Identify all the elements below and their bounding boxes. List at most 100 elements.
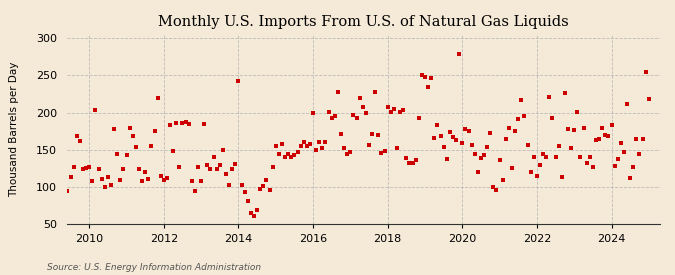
Point xyxy=(283,152,294,156)
Point xyxy=(420,75,431,79)
Point xyxy=(205,166,216,171)
Point xyxy=(221,172,232,176)
Point xyxy=(105,183,116,187)
Point xyxy=(128,134,138,138)
Point xyxy=(513,116,524,121)
Point xyxy=(258,184,269,189)
Point xyxy=(93,166,104,171)
Point xyxy=(367,131,377,136)
Point xyxy=(192,165,203,169)
Point xyxy=(385,110,396,114)
Point xyxy=(575,155,586,160)
Point xyxy=(143,177,154,181)
Point xyxy=(279,155,290,159)
Point xyxy=(298,139,309,144)
Point xyxy=(360,111,371,115)
Point xyxy=(56,166,67,170)
Point xyxy=(227,166,238,171)
Point xyxy=(416,73,427,78)
Point xyxy=(295,144,306,148)
Point xyxy=(519,114,530,119)
Point xyxy=(134,166,144,171)
Point xyxy=(233,79,244,84)
Point xyxy=(264,188,275,192)
Point xyxy=(494,158,505,163)
Point xyxy=(242,198,253,203)
Point xyxy=(72,134,82,139)
Point xyxy=(612,157,623,161)
Point xyxy=(550,155,561,160)
Point xyxy=(448,135,458,139)
Point xyxy=(544,95,555,99)
Point xyxy=(348,113,359,117)
Point xyxy=(628,165,639,169)
Point xyxy=(326,116,337,120)
Point xyxy=(491,188,502,192)
Point xyxy=(109,127,119,131)
Point xyxy=(423,85,433,89)
Point xyxy=(271,144,281,148)
Point xyxy=(165,122,176,127)
Point xyxy=(392,146,402,151)
Point xyxy=(625,176,636,180)
Point xyxy=(438,145,449,149)
Point xyxy=(507,166,518,170)
Point xyxy=(606,122,617,127)
Point xyxy=(538,152,549,156)
Point xyxy=(130,145,141,149)
Point xyxy=(47,166,57,171)
Point xyxy=(97,177,107,181)
Point xyxy=(410,157,421,162)
Point xyxy=(121,153,132,157)
Point xyxy=(401,156,412,160)
Point xyxy=(286,155,297,159)
Point xyxy=(199,122,210,126)
Point xyxy=(572,110,583,114)
Point xyxy=(472,169,483,174)
Title: Monthly U.S. Imports From U.S. of Natural Gas Liquids: Monthly U.S. Imports From U.S. of Natura… xyxy=(158,15,569,29)
Point xyxy=(323,110,334,114)
Point xyxy=(591,138,601,142)
Point xyxy=(137,179,148,183)
Point xyxy=(50,116,61,120)
Point xyxy=(81,166,92,170)
Point xyxy=(463,129,474,133)
Point xyxy=(395,110,406,114)
Point xyxy=(466,142,477,147)
Point xyxy=(435,134,446,138)
Point xyxy=(174,165,185,169)
Point xyxy=(180,120,191,125)
Point xyxy=(426,75,437,80)
Point xyxy=(554,144,564,148)
Point xyxy=(314,140,325,145)
Point xyxy=(248,213,259,218)
Point xyxy=(304,142,315,146)
Point xyxy=(389,107,400,111)
Point xyxy=(329,113,340,118)
Point xyxy=(153,96,163,101)
Point xyxy=(407,160,418,165)
Point xyxy=(581,160,592,165)
Point xyxy=(460,127,470,131)
Point xyxy=(600,133,611,137)
Point xyxy=(273,152,284,156)
Point xyxy=(68,165,79,169)
Point xyxy=(641,69,651,74)
Point xyxy=(364,142,375,147)
Point xyxy=(177,121,188,125)
Point xyxy=(65,175,76,180)
Point xyxy=(479,153,489,157)
Point xyxy=(118,166,129,171)
Point xyxy=(159,178,169,183)
Point xyxy=(190,189,200,193)
Point xyxy=(246,210,256,215)
Point xyxy=(631,136,642,141)
Point xyxy=(382,105,393,110)
Point xyxy=(457,141,468,145)
Point xyxy=(578,126,589,130)
Point xyxy=(62,189,73,193)
Point xyxy=(99,185,110,189)
Point xyxy=(252,207,263,212)
Point xyxy=(342,152,352,156)
Point xyxy=(215,163,225,167)
